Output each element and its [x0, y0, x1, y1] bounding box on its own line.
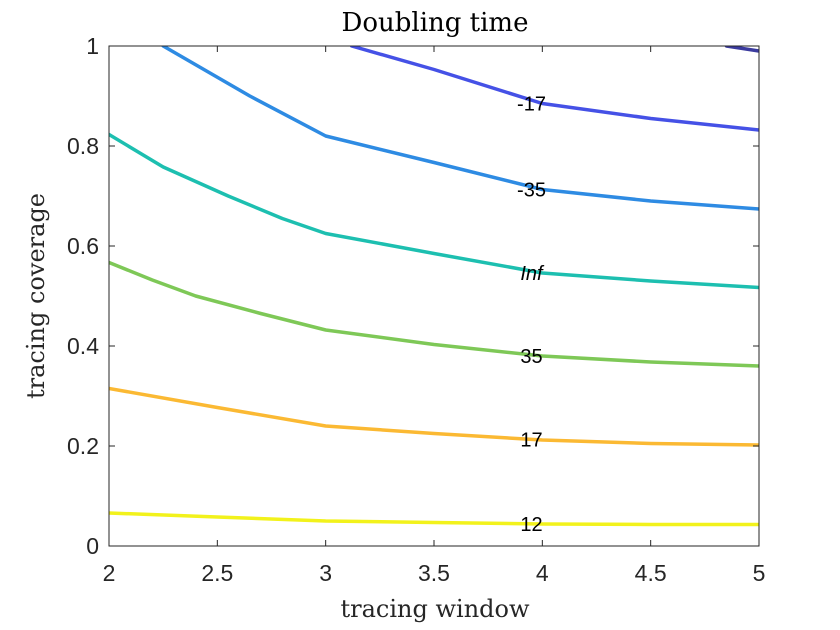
contour-line--17 — [349, 46, 759, 132]
x-tick-label: 3 — [319, 560, 332, 586]
y-tick-label: 0.8 — [67, 133, 99, 159]
x-tick-label: 5 — [753, 560, 766, 586]
x-tick-label: 2.5 — [201, 560, 233, 586]
contour-line-Inf — [109, 132, 759, 290]
x-tick-label: 4 — [536, 560, 549, 586]
plot-area: 12 17 35 Inf -35 -17 2 2.5 3 3.5 4 4.5 5 0 0.2 0.4 0.6 0.… — [67, 33, 765, 586]
x-axis-label: tracing window — [340, 595, 529, 623]
y-tick-label: 0.2 — [67, 433, 99, 459]
x-tick-label: 4.5 — [635, 560, 667, 586]
contour-line-edge-6 — [724, 46, 759, 53]
chart-title: Doubling time — [342, 8, 529, 38]
contour-line-12 — [109, 511, 759, 527]
contour-label-35: 35 — [520, 346, 542, 368]
y-tick-label: 0.4 — [67, 333, 99, 359]
contour-label-12: 12 — [520, 514, 542, 536]
x-tick-label: 3.5 — [418, 560, 450, 586]
y-tick-label: 0.6 — [67, 233, 99, 259]
y-axis-label: tracing coverage — [22, 193, 50, 399]
contour-label-Inf: Inf — [520, 263, 545, 285]
x-tick-label: 2 — [103, 560, 116, 586]
contour-label--35: -35 — [517, 180, 546, 202]
contour-label--17: -17 — [517, 94, 546, 116]
y-tick-label: 1 — [86, 33, 99, 59]
contour-line-17 — [109, 386, 759, 447]
series-lines — [109, 46, 759, 527]
contour-line--35 — [161, 46, 759, 211]
y-tick-label: 0 — [86, 533, 99, 559]
contour-line-35 — [109, 260, 759, 368]
contour-label-17: 17 — [520, 430, 542, 452]
